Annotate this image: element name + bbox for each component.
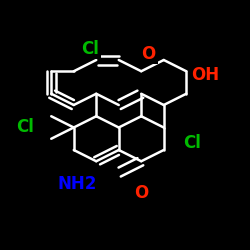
Text: Cl: Cl	[81, 40, 99, 58]
Text: O: O	[142, 45, 156, 63]
Text: OH: OH	[191, 66, 219, 84]
Text: O: O	[134, 184, 148, 202]
Text: Cl: Cl	[184, 134, 202, 152]
Text: NH2: NH2	[58, 175, 97, 193]
Text: Cl: Cl	[16, 118, 34, 136]
